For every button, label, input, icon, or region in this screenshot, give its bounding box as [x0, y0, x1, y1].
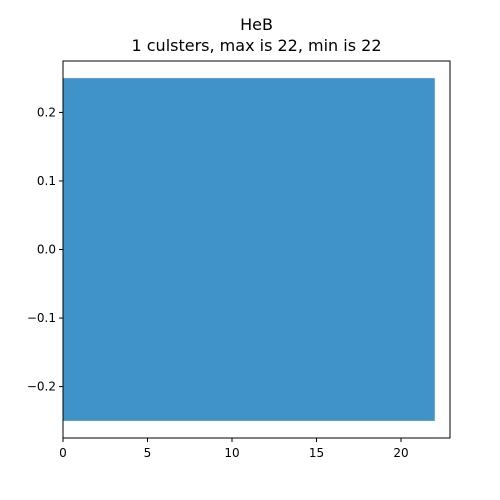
bars-layer [63, 78, 435, 421]
x-tick-label: 0 [59, 446, 67, 460]
chart-subtitle: 1 culsters, max is 22, min is 22 [131, 36, 382, 55]
x-axis: 0 5 10 15 20 [59, 438, 409, 460]
chart-title: HeB [240, 15, 273, 34]
y-tick-label: −0.1 [27, 311, 56, 325]
bar [63, 78, 435, 421]
y-axis: 0.2 0.1 0.0 −0.1 −0.2 [27, 105, 63, 394]
y-tick-label: −0.2 [27, 380, 56, 394]
y-tick-label: 0.0 [37, 243, 56, 257]
y-tick-label: 0.2 [37, 105, 56, 119]
x-tick-label: 10 [224, 446, 239, 460]
x-tick-label: 20 [393, 446, 408, 460]
x-tick-label: 5 [144, 446, 152, 460]
x-tick-label: 15 [309, 446, 324, 460]
y-tick-label: 0.1 [37, 174, 56, 188]
